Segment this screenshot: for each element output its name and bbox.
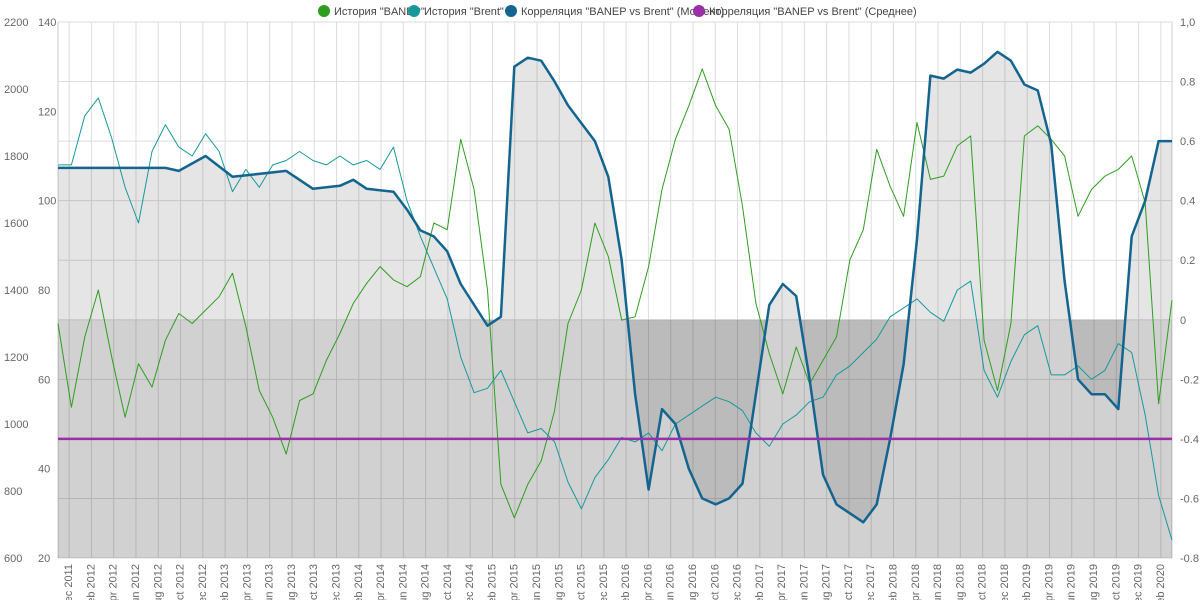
x-tick-label: Oct 2018 xyxy=(977,564,989,600)
x-tick-label: Jun 2018 xyxy=(932,564,944,600)
x-tick-label: Feb 2012 xyxy=(85,564,97,600)
x-tick-label: Feb 2018 xyxy=(888,564,900,600)
series-lines xyxy=(57,50,1173,541)
x-tick-label: Feb 2014 xyxy=(353,564,365,600)
x-tick-label: Jun 2014 xyxy=(397,564,409,600)
x-tick-label: Feb 2020 xyxy=(1155,564,1167,600)
legend-swatch xyxy=(318,5,330,17)
x-tick-label: Dec 2015 xyxy=(598,564,610,600)
y-tick-label-banep: 1400 xyxy=(4,285,28,297)
x-tick-label: Aug 2012 xyxy=(152,564,164,600)
x-tick-label: Apr 2017 xyxy=(776,564,788,600)
x-tick-label: Dec 2016 xyxy=(732,564,744,600)
legend-label: История "BANEP" xyxy=(334,6,425,18)
y-tick-label-brent: 40 xyxy=(38,464,50,476)
y-tick-label-banep: 2200 xyxy=(4,17,28,29)
y-tick-label-correlation: -0.2 xyxy=(1180,374,1199,386)
x-tick-label: Feb 2016 xyxy=(620,564,632,600)
x-tick-label: Oct 2016 xyxy=(709,564,721,600)
y-tick-label-brent: 120 xyxy=(38,106,56,118)
x-tick-label: Oct 2014 xyxy=(442,564,454,600)
y-tick-label-correlation: 0.2 xyxy=(1180,255,1195,267)
x-tick-label: Aug 2019 xyxy=(1088,564,1100,600)
x-tick-label: Jun 2012 xyxy=(130,564,142,600)
grid xyxy=(57,21,1173,559)
y-tick-label-banep: 600 xyxy=(4,553,22,565)
x-tick-label: Aug 2015 xyxy=(553,564,565,600)
x-tick-label: Jun 2019 xyxy=(1066,564,1078,600)
x-tick-label: Dec 2017 xyxy=(865,564,877,600)
y-tick-label-correlation: 0.4 xyxy=(1180,196,1195,208)
x-tick-label: Feb 2019 xyxy=(1021,564,1033,600)
legend: История "BANEP" История "Brent" Корреляция… xyxy=(318,5,917,18)
x-tick-label: Dec 2018 xyxy=(999,564,1011,600)
x-tick-label: Jun 2013 xyxy=(264,564,276,600)
legend-label: История "Brent" xyxy=(424,6,504,18)
y-tick-label-banep: 2000 xyxy=(4,84,28,96)
x-tick-label: Oct 2019 xyxy=(1110,564,1122,600)
x-tick-label: Oct 2017 xyxy=(843,564,855,600)
y-tick-label-banep: 800 xyxy=(4,486,22,498)
y-tick-label-correlation: -0.4 xyxy=(1180,434,1199,446)
x-tick-label: Apr 2013 xyxy=(241,564,253,600)
y-tick-label-brent: 20 xyxy=(38,553,50,565)
x-tick-label: Apr 2015 xyxy=(509,564,521,600)
x-tick-label: Apr 2014 xyxy=(375,564,387,600)
x-tick-label: Aug 2018 xyxy=(954,564,966,600)
x-tick-label: Jun 2017 xyxy=(798,564,810,600)
axes: 6008001000120014001600180020002200204060… xyxy=(4,17,1199,600)
y-tick-label-banep: 1600 xyxy=(4,218,28,230)
legend-swatch xyxy=(408,5,420,17)
x-tick-label: Aug 2017 xyxy=(821,564,833,600)
x-tick-label: Oct 2015 xyxy=(576,564,588,600)
y-tick-label-banep: 1200 xyxy=(4,352,28,364)
y-tick-label-banep: 1000 xyxy=(4,419,28,431)
series-line-1 xyxy=(57,68,1173,519)
x-tick-label: Apr 2016 xyxy=(642,564,654,600)
y-tick-label-brent: 100 xyxy=(38,196,56,208)
x-tick-label: Aug 2013 xyxy=(286,564,298,600)
legend-swatch xyxy=(693,5,705,17)
y-tick-label-brent: 60 xyxy=(38,374,50,386)
x-tick-label: Dec 2011 xyxy=(63,564,75,600)
x-tick-label: Oct 2012 xyxy=(175,564,187,600)
x-tick-label: Apr 2019 xyxy=(1043,564,1055,600)
series-line-2 xyxy=(58,97,1173,541)
y-tick-label-correlation: 0.8 xyxy=(1180,77,1195,89)
x-tick-label: Aug 2016 xyxy=(687,564,699,600)
x-tick-label: Oct 2013 xyxy=(308,564,320,600)
x-tick-label: Feb 2015 xyxy=(486,564,498,600)
series-line-3 xyxy=(58,50,1172,524)
legend-swatch xyxy=(505,5,517,17)
legend-label: Корреляция "BANEP vs Brent" (Момент) xyxy=(521,6,724,18)
y-tick-label-brent: 140 xyxy=(38,17,56,29)
x-tick-label: Feb 2013 xyxy=(219,564,231,600)
y-tick-label-banep: 1800 xyxy=(4,151,28,163)
x-tick-label: Jun 2016 xyxy=(665,564,677,600)
x-tick-label: Aug 2014 xyxy=(420,564,432,600)
y-tick-label-correlation: 1,0 xyxy=(1180,17,1195,29)
x-tick-label: Dec 2013 xyxy=(331,564,343,600)
x-tick-label: Feb 2017 xyxy=(754,564,766,600)
y-tick-label-correlation: -0.8 xyxy=(1180,553,1199,565)
x-tick-label: Apr 2012 xyxy=(108,564,120,600)
y-tick-label-brent: 80 xyxy=(38,285,50,297)
x-tick-label: Jun 2015 xyxy=(531,564,543,600)
x-tick-label: Apr 2018 xyxy=(910,564,922,600)
y-tick-label-correlation: 0 xyxy=(1180,315,1186,327)
y-tick-label-correlation: -0.6 xyxy=(1180,493,1199,505)
legend-label: Корреляция "BANEP vs Brent" (Среднее) xyxy=(709,6,917,18)
x-tick-label: Dec 2012 xyxy=(197,564,209,600)
y-tick-label-correlation: 0.6 xyxy=(1180,136,1195,148)
x-tick-label: Dec 2014 xyxy=(464,564,476,600)
x-tick-label: Dec 2019 xyxy=(1133,564,1145,600)
